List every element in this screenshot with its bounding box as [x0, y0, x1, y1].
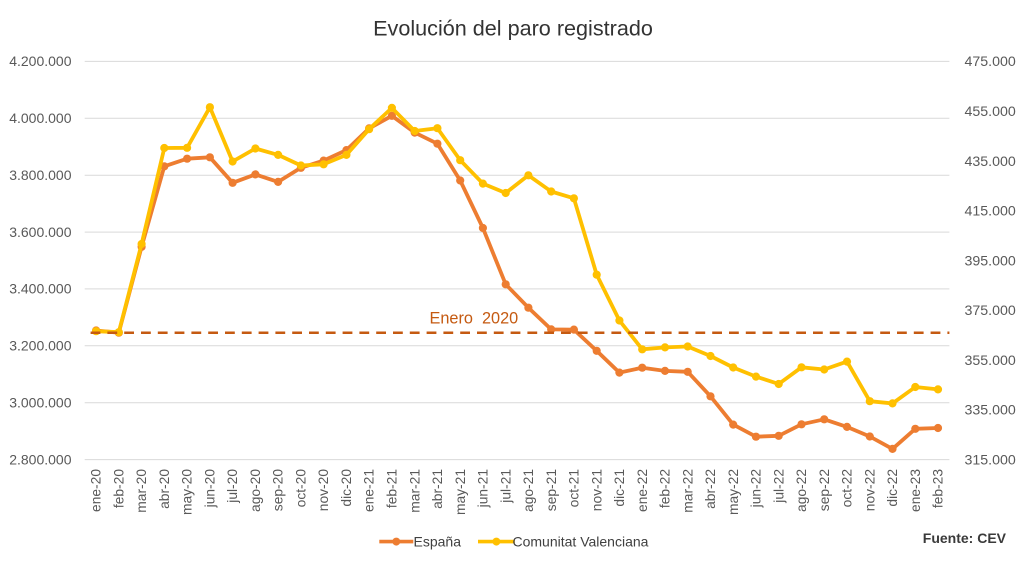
svg-text:jul-21: jul-21: [498, 469, 513, 504]
svg-text:oct-20: oct-20: [294, 469, 309, 508]
svg-text:feb-22: feb-22: [658, 469, 673, 508]
svg-text:ago-22: ago-22: [794, 469, 809, 512]
svg-text:ene-23: ene-23: [908, 469, 923, 512]
svg-text:mar-21: mar-21: [407, 469, 422, 513]
svg-text:3.200.000: 3.200.000: [9, 338, 71, 354]
svg-text:475.000: 475.000: [965, 54, 1016, 70]
svg-text:4.000.000: 4.000.000: [9, 110, 71, 126]
svg-text:jun-20: jun-20: [203, 469, 218, 509]
svg-text:Evolución del paro registrado: Evolución del paro registrado: [373, 15, 653, 40]
svg-text:ago-20: ago-20: [248, 469, 263, 512]
svg-text:2.800.000: 2.800.000: [9, 451, 71, 467]
svg-text:sep-22: sep-22: [817, 469, 832, 511]
svg-text:feb-21: feb-21: [385, 469, 400, 508]
svg-text:Enero 2020: Enero 2020: [430, 309, 519, 327]
svg-text:dic-20: dic-20: [339, 469, 354, 507]
svg-text:abr-22: abr-22: [703, 469, 718, 509]
svg-text:Comunitat Valenciana: Comunitat Valenciana: [513, 534, 649, 550]
svg-text:ene-21: ene-21: [362, 469, 377, 512]
svg-text:jun-22: jun-22: [749, 469, 764, 508]
svg-text:mar-20: mar-20: [134, 469, 149, 513]
svg-text:nov-21: nov-21: [589, 469, 604, 511]
svg-text:abr-20: abr-20: [157, 469, 172, 509]
svg-text:may-22: may-22: [726, 469, 741, 515]
svg-text:3.000.000: 3.000.000: [9, 395, 71, 411]
svg-text:ene-20: ene-20: [89, 469, 104, 512]
svg-text:jul-22: jul-22: [771, 469, 786, 504]
svg-text:nov-22: nov-22: [862, 469, 877, 511]
svg-text:dic-22: dic-22: [885, 469, 900, 507]
svg-text:455.000: 455.000: [965, 104, 1016, 120]
svg-text:jul-20: jul-20: [225, 469, 240, 504]
svg-text:435.000: 435.000: [965, 154, 1016, 170]
svg-text:may-20: may-20: [180, 469, 195, 515]
svg-text:355.000: 355.000: [965, 353, 1016, 369]
svg-text:feb-20: feb-20: [111, 469, 126, 508]
svg-text:Fuente: CEV: Fuente: CEV: [923, 530, 1007, 546]
svg-text:sep-20: sep-20: [271, 469, 286, 512]
svg-text:dic-21: dic-21: [612, 469, 627, 507]
svg-text:315.000: 315.000: [965, 452, 1016, 468]
svg-text:mar-22: mar-22: [680, 469, 695, 513]
svg-text:nov-20: nov-20: [316, 469, 331, 512]
svg-text:oct-21: oct-21: [567, 469, 582, 507]
svg-text:ene-22: ene-22: [635, 469, 650, 512]
svg-text:sep-21: sep-21: [544, 469, 559, 511]
svg-text:ago-21: ago-21: [521, 469, 536, 512]
svg-text:415.000: 415.000: [965, 204, 1016, 220]
svg-text:395.000: 395.000: [965, 253, 1016, 269]
svg-text:3.600.000: 3.600.000: [9, 224, 71, 240]
svg-text:335.000: 335.000: [965, 403, 1016, 419]
svg-text:España: España: [414, 534, 462, 550]
svg-text:feb-23: feb-23: [931, 469, 946, 508]
svg-text:oct-22: oct-22: [840, 469, 855, 507]
svg-text:375.000: 375.000: [965, 303, 1016, 319]
svg-text:3.800.000: 3.800.000: [9, 167, 71, 183]
svg-text:jun-21: jun-21: [476, 469, 491, 508]
svg-text:4.200.000: 4.200.000: [9, 53, 71, 69]
svg-text:may-21: may-21: [453, 469, 468, 515]
svg-text:3.400.000: 3.400.000: [9, 281, 71, 297]
svg-text:abr-21: abr-21: [430, 469, 445, 509]
